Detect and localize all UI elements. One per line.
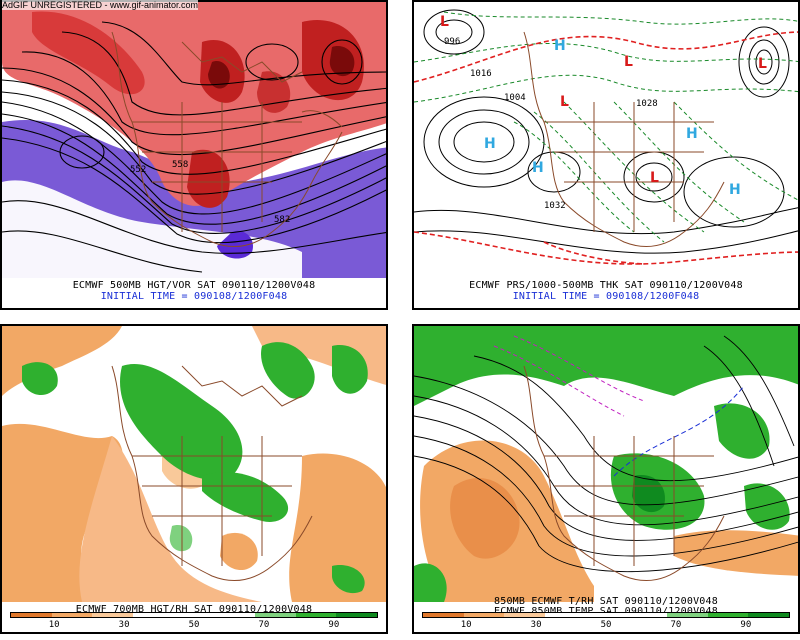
legend-tick-label: 30 bbox=[118, 620, 130, 630]
coastlines bbox=[111, 31, 343, 248]
panel-caption: ECMWF PRS/1000-500MB THK SAT 090110/1200… bbox=[469, 280, 743, 291]
legend-swatch bbox=[133, 613, 174, 617]
legend-tick-label: 50 bbox=[188, 620, 200, 630]
legend-ticks: 10 30 50 70 90 bbox=[422, 620, 790, 630]
panel-caption: ECMWF 700MB HGT/RH SAT 090110/1200V048 bbox=[75, 604, 313, 615]
contour-label-582: 582 bbox=[274, 215, 290, 225]
isobar-label: 1032 bbox=[544, 201, 566, 211]
high-pressure-symbol: H bbox=[484, 136, 496, 152]
thickness-green bbox=[414, 11, 798, 243]
low-pressure-symbol: L bbox=[650, 170, 659, 186]
panel-850mb-temp-rh: 850MB ECMWF T/RH SAT 090110/1200V048 ECM… bbox=[412, 324, 800, 634]
isobar-label: 1004 bbox=[504, 93, 526, 103]
legend-swatch bbox=[463, 613, 505, 617]
thickness-red bbox=[414, 31, 798, 265]
low-pressure-symbol: L bbox=[624, 54, 633, 70]
freezing-line bbox=[613, 385, 745, 477]
coastlines bbox=[523, 365, 725, 582]
legend-color-bar bbox=[10, 612, 378, 618]
temperature-contours bbox=[414, 335, 798, 573]
legend-tick-label: 70 bbox=[258, 620, 270, 630]
panel-caption: ECMWF 500MB HGT/VOR SAT 090110/1200V048 bbox=[72, 280, 316, 291]
legend-tick-label: 90 bbox=[740, 620, 752, 630]
legend-tick-label: 90 bbox=[328, 620, 340, 630]
isobar-label: 1028 bbox=[636, 99, 658, 109]
pressure-centers: H H H H H L L L L L bbox=[440, 14, 767, 198]
isobar-label: 1016 bbox=[470, 69, 492, 79]
moist-region bbox=[414, 326, 798, 406]
isobar-label: 996 bbox=[444, 37, 460, 47]
contour-label-552: 552 bbox=[130, 165, 146, 175]
high-pressure-symbol: H bbox=[554, 38, 566, 54]
rh-color-legend: 10 30 50 70 90 bbox=[10, 612, 378, 630]
legend-swatch bbox=[51, 613, 93, 617]
contour-label-558: 558 bbox=[172, 160, 188, 170]
legend-swatch bbox=[11, 613, 52, 617]
rh-color-legend: 10 30 50 70 90 bbox=[422, 612, 790, 630]
legend-swatch bbox=[748, 613, 790, 617]
legend-tick-label: 50 bbox=[600, 620, 612, 630]
low-pressure-symbol: L bbox=[560, 94, 569, 110]
legend-tick-label: 10 bbox=[48, 620, 60, 630]
high-pressure-symbol: H bbox=[686, 126, 698, 142]
legend-swatch bbox=[667, 613, 708, 617]
vorticity-map: 552 558 582 bbox=[2, 2, 386, 278]
rh700-map bbox=[2, 326, 386, 602]
legend-tick-label: 30 bbox=[530, 620, 542, 630]
legend-swatch bbox=[173, 613, 215, 617]
legend-swatch bbox=[504, 613, 546, 617]
cold-isotherms bbox=[493, 335, 645, 417]
panel-700mb-rh: ECMWF 700MB HGT/RH SAT 090110/1200V048 1… bbox=[0, 324, 388, 634]
panel-caption: 850MB ECMWF T/RH SAT 090110/1200V048 bbox=[494, 596, 718, 607]
temp850-map bbox=[414, 326, 798, 602]
pressure-map: H H H H H L L L L L 996 1016 1004 1028 1… bbox=[414, 2, 798, 278]
watermark-text: AdGIF UNREGISTERED - www.gif-animator.co… bbox=[2, 0, 199, 10]
legend-swatch bbox=[423, 613, 464, 617]
legend-swatch bbox=[336, 613, 378, 617]
legend-swatch bbox=[707, 613, 749, 617]
panel-pressure-thickness: H H H H H L L L L L 996 1016 1004 1028 1… bbox=[412, 0, 800, 310]
low-pressure-symbol: L bbox=[440, 14, 449, 30]
legend-color-bar bbox=[422, 612, 790, 618]
isobars bbox=[414, 9, 798, 254]
high-pressure-symbol: H bbox=[729, 182, 741, 198]
panel-500mb-vorticity: 552 558 582 ECMWF 500MB HGT/VOR SAT 0901… bbox=[0, 0, 388, 310]
low-pressure-symbol: L bbox=[758, 56, 767, 72]
legend-swatch bbox=[255, 613, 296, 617]
height-contours bbox=[2, 21, 386, 273]
legend-swatch bbox=[295, 613, 337, 617]
legend-tick-label: 70 bbox=[670, 620, 682, 630]
legend-swatch bbox=[545, 613, 586, 617]
legend-ticks: 10 30 50 70 90 bbox=[10, 620, 378, 630]
panel-initial-time: INITIAL TIME = 090108/1200F048 bbox=[512, 291, 700, 302]
legend-swatch bbox=[214, 613, 256, 617]
legend-swatch bbox=[626, 613, 668, 617]
legend-swatch bbox=[585, 613, 627, 617]
panel-initial-time: INITIAL TIME = 090108/1200F048 bbox=[100, 291, 288, 302]
legend-tick-label: 10 bbox=[460, 620, 472, 630]
coastlines bbox=[523, 31, 725, 248]
panel-caption-2: ECMWF 850MB TEMP SAT 090110/1200V048 bbox=[494, 606, 718, 617]
moist-region bbox=[120, 364, 243, 480]
high-pressure-symbol: H bbox=[532, 160, 544, 176]
dry-region bbox=[2, 423, 123, 602]
legend-swatch bbox=[92, 613, 134, 617]
coastlines bbox=[111, 365, 313, 582]
